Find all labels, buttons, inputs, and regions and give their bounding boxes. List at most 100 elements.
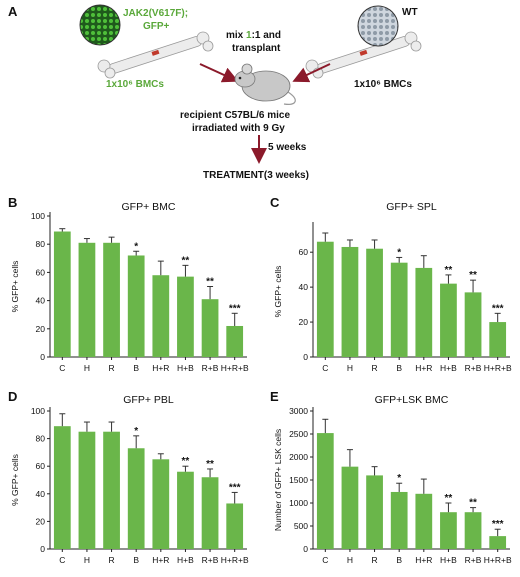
bar [152, 275, 170, 357]
y-tick-label: 3000 [289, 406, 308, 416]
chart-panel-b: B GFP+ BMC % GFP+ cells 0 20 40 60 80 100 C H R * B H+… [8, 195, 249, 373]
x-tick-label: B [133, 363, 139, 373]
y-axis-label: % GFP+ cells [10, 261, 20, 313]
chart-title: GFP+ SPL [386, 201, 437, 213]
x-tick-label: H+B [440, 555, 457, 565]
y-tick-label: 500 [294, 521, 308, 531]
y-tick-label: 0 [40, 352, 45, 362]
left-bmc-label: 1x10⁶ BMCs [106, 79, 164, 90]
weeks-label: 5 weeks [268, 142, 307, 153]
y-tick-label: 20 [36, 516, 46, 526]
x-tick-label: H [347, 555, 353, 565]
left-bone-icon [97, 31, 214, 79]
panel-letter-a: A [8, 4, 18, 19]
x-tick-label: H+R [415, 363, 432, 373]
bar [341, 466, 359, 549]
chart-title: GFP+ BMC [122, 201, 176, 213]
y-tick-label: 1500 [289, 475, 308, 485]
x-tick-label: C [59, 363, 65, 373]
y-axis-label: % GFP+ cells [10, 454, 20, 506]
significance-marker: *** [229, 482, 241, 493]
bar [127, 448, 145, 549]
y-tick-label: 60 [36, 461, 46, 471]
bar [415, 267, 433, 357]
chart-title: GFP+ PBL [123, 394, 174, 406]
x-tick-label: H [84, 555, 90, 565]
right-label: WT [402, 7, 418, 18]
bar [464, 512, 482, 549]
significance-marker: *** [492, 303, 504, 314]
recipient-line2: irradiated with 9 Gy [192, 123, 285, 134]
significance-marker: ** [182, 456, 190, 467]
right-bmc-label: 1x10⁶ BMCs [354, 79, 412, 90]
left-label-line2: GFP+ [143, 21, 170, 32]
mouse-icon [234, 63, 296, 105]
x-tick-label: C [59, 555, 65, 565]
bar [152, 459, 170, 549]
y-tick-label: 0 [303, 352, 308, 362]
bar [78, 242, 96, 357]
bar [201, 477, 219, 549]
y-axis-label: Number of GFP+ LSK cells [273, 429, 283, 531]
y-tick-label: 1000 [289, 498, 308, 508]
x-tick-label: R [108, 363, 114, 373]
x-tick-label: H+B [177, 555, 194, 565]
significance-marker: ** [469, 498, 477, 509]
significance-marker: ** [445, 493, 453, 504]
wt-cells-icon [357, 5, 399, 47]
x-tick-label: H+R [415, 555, 432, 565]
y-tick-label: 60 [36, 267, 46, 277]
panel-letter-e: E [270, 389, 279, 404]
bar [415, 493, 433, 549]
bar [103, 431, 120, 549]
bar [341, 246, 359, 357]
x-tick-label: C [322, 555, 328, 565]
bar [440, 283, 457, 357]
panel-letter-b: B [8, 195, 17, 210]
x-tick-label: H [347, 363, 353, 373]
x-tick-label: H+R+B [484, 555, 512, 565]
significance-marker: ** [445, 265, 453, 276]
bar [464, 292, 482, 357]
y-axis-label: % GFP+ cells [273, 266, 283, 318]
mix-label-line1: mix 1:1 and [226, 30, 281, 41]
bar [177, 471, 194, 549]
left-arrow [199, 63, 239, 83]
recipient-line1: recipient C57BL/6 mice [180, 110, 290, 121]
significance-marker: ** [206, 459, 214, 470]
x-tick-label: B [133, 555, 139, 565]
x-tick-label: R [371, 555, 377, 565]
panel-letter-c: C [270, 195, 280, 210]
y-tick-label: 2000 [289, 452, 308, 462]
chart-panel-c: C GFP+ SPL % GFP+ cells 0 20 40 60 C H R * B H+R ** H+… [270, 195, 512, 373]
significance-marker: ** [206, 277, 214, 288]
y-tick-label: 2500 [289, 429, 308, 439]
bar [103, 242, 120, 357]
bar [366, 475, 383, 549]
significance-marker: * [134, 426, 138, 437]
bar [440, 512, 457, 549]
y-tick-label: 80 [36, 434, 46, 444]
bar [226, 325, 244, 357]
y-tick-label: 100 [31, 211, 45, 221]
significance-marker: *** [492, 519, 504, 530]
chart-panel-d: D GFP+ PBL % GFP+ cells 0 20 40 60 80 100 C H R * B H+… [8, 389, 249, 565]
x-tick-label: R [371, 363, 377, 373]
significance-marker: ** [469, 270, 477, 281]
y-tick-label: 20 [299, 317, 309, 327]
x-tick-label: H+R+B [221, 363, 249, 373]
x-tick-label: R+B [202, 363, 219, 373]
bar [127, 255, 145, 357]
bar [78, 431, 96, 549]
bar [489, 536, 507, 549]
jak2-gfp-cells-icon [79, 4, 121, 46]
chart-title: GFP+LSK BMC [375, 394, 449, 406]
significance-marker: * [134, 241, 138, 252]
x-tick-label: H+R [152, 363, 169, 373]
x-tick-label: R+B [202, 555, 219, 565]
x-tick-label: H+B [177, 363, 194, 373]
schematic-panel: A JAK2(V617F); GFP+ 1x10⁶ BMCs [8, 4, 422, 181]
x-tick-label: B [396, 555, 402, 565]
x-tick-label: H+R+B [221, 555, 249, 565]
